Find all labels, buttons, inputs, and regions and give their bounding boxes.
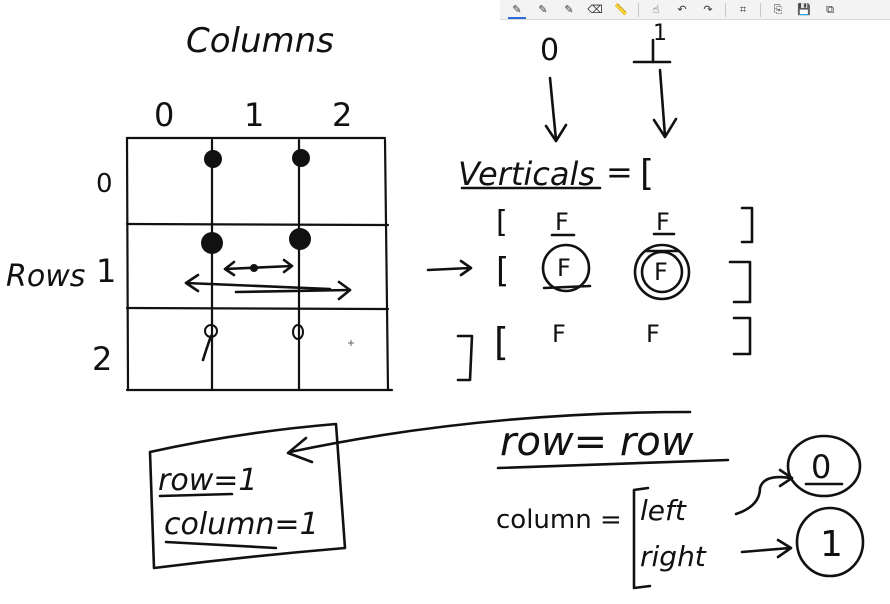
mark-r2c2: [292, 324, 304, 340]
vertical-value-r2c0: F: [552, 320, 566, 348]
down-arrow-0: [544, 76, 568, 143]
box-column-text: column=1: [164, 507, 319, 542]
eq-column-text: column =: [496, 505, 622, 535]
mark-r0c2: [292, 149, 310, 167]
left-value-circle: [786, 434, 862, 498]
mark-r1c1: [201, 232, 223, 254]
left-arrow: [734, 468, 794, 516]
col-index-2: 2: [332, 96, 352, 134]
back-arrow: [286, 410, 692, 464]
row-arrows: [184, 258, 352, 301]
mark-r1c2: [289, 228, 311, 250]
copy-icon[interactable]: ⎘: [773, 2, 783, 16]
vertical-value-r1c0: F: [557, 254, 571, 282]
columns-heading: Columns: [186, 21, 334, 61]
grid-marks: [201, 149, 354, 362]
toolbar-separator: [760, 2, 761, 17]
pencil-icon[interactable]: ✎: [538, 3, 548, 16]
verticals-open-bracket: [: [640, 153, 654, 194]
ruler-icon[interactable]: 📏: [614, 3, 628, 16]
mark-r0c1: [204, 150, 222, 168]
right-value-circle: [795, 506, 865, 578]
vertical-value-r0c1: F: [656, 208, 670, 236]
state-box: [148, 422, 347, 570]
vertical-value-r1c1: F: [654, 258, 668, 286]
vertical-index-0: 0: [540, 33, 559, 68]
eraser-icon[interactable]: ⌫: [587, 3, 603, 16]
right-value: 1: [820, 524, 843, 565]
col-index-0: 0: [154, 96, 174, 134]
row-index-1: 1: [96, 252, 116, 290]
left-label: left: [640, 494, 687, 527]
col-index-1: 1: [244, 96, 264, 134]
highlighter-icon[interactable]: ✎: [564, 3, 574, 16]
inner-open-bracket-0: [: [496, 205, 508, 240]
undo-icon[interactable]: ↶: [677, 3, 687, 16]
crop-icon[interactable]: ⌗: [739, 2, 747, 16]
touch-writing-icon[interactable]: ☝: [652, 3, 660, 16]
share-icon[interactable]: ⧉: [826, 2, 834, 16]
drawing-toolbar: ✎ ✎ ✎ ⌫ 📏 ☝ ↶ ↷ ⌗ ⎘ 💾 ⧉: [500, 0, 890, 20]
right-label: right: [640, 540, 707, 573]
grid: [125, 136, 394, 392]
inner-open-bracket-2: [: [494, 320, 509, 364]
grid-to-verticals-arrow: [426, 259, 473, 277]
left-value: 0: [811, 448, 831, 486]
save-icon[interactable]: 💾: [797, 3, 811, 16]
vertical-value-r2c1: F: [646, 320, 660, 348]
vertical-value-r0c0: F: [555, 208, 569, 236]
redo-icon[interactable]: ↷: [703, 3, 713, 16]
box-row-text: row=1: [158, 463, 257, 498]
eq-row-text: row= row: [500, 419, 694, 465]
toolbar-separator: [638, 2, 639, 17]
row-index-0: 0: [96, 169, 113, 199]
ballpoint-pen-icon[interactable]: ✎: [504, 1, 530, 19]
verticals-equals: =: [606, 153, 633, 191]
vertical-index-1: 1: [653, 21, 667, 46]
row-index-2: 2: [92, 340, 112, 378]
right-arrow: [740, 538, 793, 559]
verticals-label: Verticals: [458, 155, 595, 193]
rows-label: Rows: [6, 259, 85, 294]
inner-open-bracket-1: [: [496, 251, 509, 291]
down-arrow-1: [652, 68, 678, 139]
toolbar-separator: [725, 2, 726, 17]
